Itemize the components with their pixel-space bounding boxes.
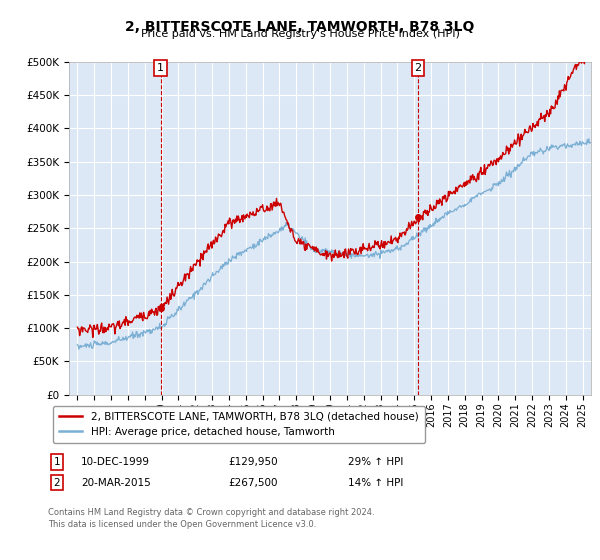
Text: 20-MAR-2015: 20-MAR-2015 [81,478,151,488]
Text: £129,950: £129,950 [228,457,278,467]
Text: 10-DEC-1999: 10-DEC-1999 [81,457,150,467]
Text: 1: 1 [157,63,164,73]
Text: 2: 2 [415,63,421,73]
Text: 1: 1 [53,457,61,467]
Text: 14% ↑ HPI: 14% ↑ HPI [348,478,403,488]
Text: £267,500: £267,500 [228,478,277,488]
Text: This data is licensed under the Open Government Licence v3.0.: This data is licensed under the Open Gov… [48,520,316,529]
Text: Contains HM Land Registry data © Crown copyright and database right 2024.: Contains HM Land Registry data © Crown c… [48,508,374,517]
Text: 29% ↑ HPI: 29% ↑ HPI [348,457,403,467]
Text: 2, BITTERSCOTE LANE, TAMWORTH, B78 3LQ: 2, BITTERSCOTE LANE, TAMWORTH, B78 3LQ [125,20,475,34]
Text: Price paid vs. HM Land Registry's House Price Index (HPI): Price paid vs. HM Land Registry's House … [140,29,460,39]
Text: 2: 2 [53,478,61,488]
Legend: 2, BITTERSCOTE LANE, TAMWORTH, B78 3LQ (detached house), HPI: Average price, det: 2, BITTERSCOTE LANE, TAMWORTH, B78 3LQ (… [53,405,425,444]
